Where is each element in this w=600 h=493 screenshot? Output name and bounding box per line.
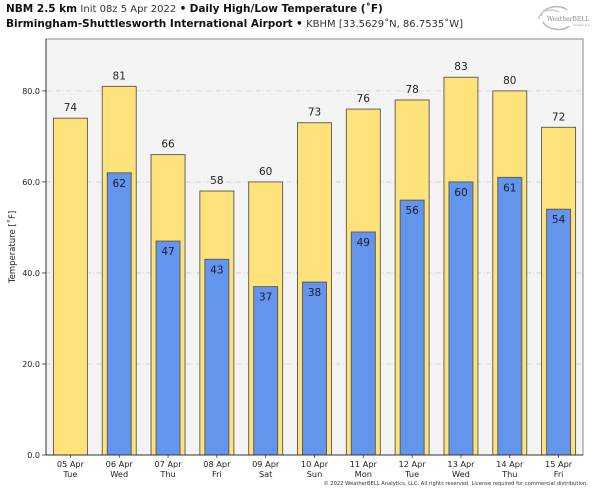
y-axis-label: Temperature [˚F]	[7, 211, 18, 284]
low-temp-bar	[546, 208, 572, 456]
high-temp-label: 66	[161, 139, 175, 151]
logo-subtext: Analytics LLC	[573, 23, 590, 27]
x-tick-label-date: 06 Apr	[106, 459, 134, 469]
x-tick-label-date: 12 Apr	[399, 459, 427, 469]
x-tick-label-weekday: Sun	[307, 469, 323, 479]
x-tick-label-date: 05 Apr	[57, 459, 85, 469]
low-temp-bar	[399, 199, 425, 456]
high-temp-bar	[52, 117, 88, 456]
low-temp-label: 56	[405, 205, 419, 217]
low-temp-label: 61	[503, 182, 516, 194]
low-temp-bar	[448, 181, 474, 456]
low-temp-bar	[350, 231, 376, 456]
high-temp-label: 83	[454, 61, 467, 73]
high-temp-label: 80	[503, 75, 516, 87]
low-temp-label: 38	[308, 287, 321, 299]
separator: •	[296, 18, 303, 30]
init-time: Init 08z 5 Apr 2022	[80, 4, 177, 15]
low-temp-bar	[253, 286, 279, 456]
high-temp-label: 81	[113, 70, 126, 82]
x-tick-label-date: 08 Apr	[203, 459, 231, 469]
y-tick-label: 40.0	[22, 269, 40, 278]
y-tick-label: 60.0	[22, 178, 40, 187]
x-tick-label-weekday: Fri	[212, 469, 222, 479]
y-tick-label: 0.0	[27, 451, 40, 460]
low-temp-bar	[155, 240, 181, 456]
high-temp-label: 60	[259, 166, 272, 178]
low-temp-label: 43	[210, 264, 223, 276]
low-temp-bar	[302, 281, 327, 456]
x-tick-label-weekday: Tue	[62, 469, 77, 479]
low-temp-label: 37	[259, 292, 272, 304]
x-tick-label-weekday: Thu	[501, 469, 517, 479]
x-tick-label-weekday: Wed	[110, 469, 128, 479]
high-temp-label: 58	[210, 175, 223, 187]
weatherbell-logo: WeatherBELL Analytics LLC	[538, 5, 590, 31]
high-temp-label: 78	[405, 84, 418, 96]
x-tick-label-weekday: Thu	[159, 469, 175, 479]
high-temp-label: 73	[308, 107, 321, 119]
high-temp-label: 72	[552, 111, 565, 123]
x-tick-label-weekday: Tue	[404, 469, 419, 479]
low-temp-label: 54	[552, 214, 566, 226]
logo-text: WeatherBELL	[547, 16, 589, 23]
station-name: Birmingham-Shuttlesworth International A…	[6, 18, 293, 30]
separator: •	[179, 3, 187, 15]
x-tick-label-weekday: Mon	[355, 469, 372, 479]
x-tick-label-date: 15 Apr	[545, 459, 573, 469]
data-labels: 74 81 62 66 47 58 43 60 37 73 38 76 49 78 56 83 60 80 61 72…	[64, 61, 566, 303]
low-temp-bar	[497, 176, 523, 456]
x-tick-label-date: 10 Apr	[301, 459, 329, 469]
low-temp-label: 47	[161, 246, 174, 258]
x-tick-label-weekday: Wed	[452, 469, 470, 479]
high-temp-label: 76	[357, 93, 371, 105]
low-temp-label: 62	[113, 178, 126, 190]
low-temp-bar	[106, 172, 132, 456]
y-tick-label: 80.0	[22, 87, 40, 96]
x-tick-label-weekday: Sat	[259, 469, 273, 479]
chart-header-line-2: Birmingham-Shuttlesworth International A…	[6, 18, 463, 30]
x-tick-label-weekday: Fri	[554, 469, 564, 479]
low-temp-label: 49	[357, 237, 370, 249]
x-tick-label-date: 07 Apr	[154, 459, 182, 469]
bars	[52, 76, 577, 456]
station-info: KBHM [33.5629˚N, 86.7535˚W]	[306, 19, 464, 30]
product-title: Daily High/Low Temperature (˚F)	[189, 3, 383, 15]
y-tick-label: 20.0	[22, 360, 40, 369]
x-tick-label-date: 11 Apr	[350, 459, 378, 469]
copyright-notice: © 2022 WeatherBELL Analytics, LLC. All r…	[323, 481, 588, 487]
high-temp-label: 74	[64, 102, 78, 114]
low-temp-label: 60	[454, 187, 467, 199]
x-tick-label-date: 13 Apr	[447, 459, 475, 469]
x-tick-label-date: 09 Apr	[252, 459, 280, 469]
low-temp-bar	[204, 258, 230, 456]
x-tick-label-date: 14 Apr	[496, 459, 524, 469]
chart-header-line-1: NBM 2.5 km Init 08z 5 Apr 2022 • Daily H…	[6, 3, 383, 15]
model-name: NBM 2.5 km	[6, 3, 78, 15]
